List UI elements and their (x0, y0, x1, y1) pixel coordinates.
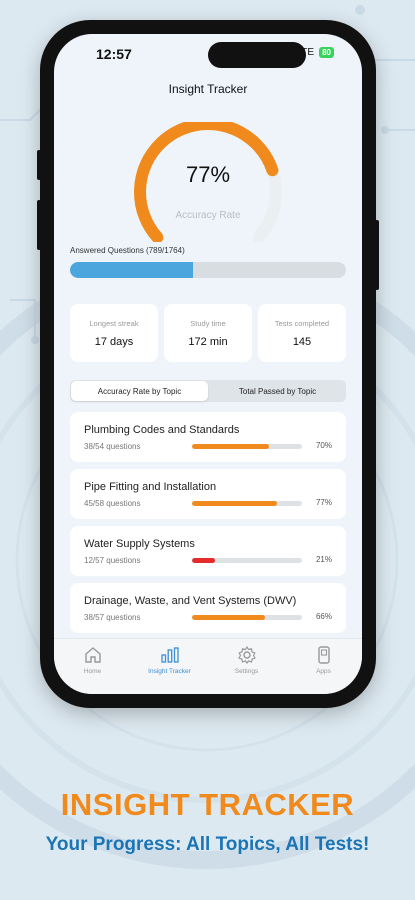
stat-card-longest-streak: Longest streak 17 days (70, 304, 158, 362)
accuracy-gauge-fill (134, 122, 282, 242)
topic-card[interactable]: Plumbing Codes and Standards 38/54 quest… (70, 412, 346, 462)
answered-progress-fill (70, 262, 194, 278)
topic-tabs: Accuracy Rate by Topic Total Passed by T… (70, 380, 346, 402)
topic-questions: 12/57 questions (84, 556, 141, 565)
topic-progress-bar (192, 615, 302, 620)
topic-progress-fill (192, 558, 216, 563)
topic-card[interactable]: Pipe Fitting and Installation 45/58 ques… (70, 469, 346, 519)
accuracy-gauge (134, 122, 282, 242)
network-type: LTE (296, 47, 315, 58)
tab-home[interactable]: Home (54, 639, 131, 694)
answered-questions-label: Answered Questions (789/1764) (70, 246, 185, 255)
stat-label: Longest streak (89, 319, 139, 328)
tab-insight-tracker[interactable]: Insight Tracker (131, 639, 208, 694)
topic-progress-bar (192, 558, 302, 563)
stat-value: 172 min (188, 336, 228, 348)
accuracy-label: Accuracy Rate (175, 210, 241, 221)
promo-subline: Your Progress: All Topics, All Tests! (45, 834, 370, 855)
stat-card-study-time: Study time 172 min (164, 304, 252, 362)
topic-percent: 77% (315, 498, 332, 507)
topic-card[interactable]: Water Supply Systems 12/57 questions 21% (70, 526, 346, 576)
signal-icon (280, 48, 292, 58)
tab-label: Settings (234, 668, 259, 675)
status-bar: 12:57 LTE 80 (54, 44, 362, 64)
status-time: 12:57 (96, 46, 132, 62)
topic-questions: 38/57 questions (84, 613, 141, 622)
stat-label: Tests completed (274, 319, 330, 328)
tab-label: Home (83, 668, 102, 675)
topic-card[interactable]: Drainage, Waste, and Vent Systems (DWV) … (70, 583, 346, 633)
stat-value: 145 (292, 336, 312, 348)
topic-percent: 70% (315, 441, 332, 450)
topic-percent: 66% (315, 612, 332, 621)
accuracy-value: 77% (185, 162, 231, 187)
tab-apps[interactable]: Apps (285, 639, 362, 694)
topic-name: Drainage, Waste, and Vent Systems (DWV) (84, 595, 297, 607)
tab-total-passed[interactable]: Total Passed by Topic (238, 386, 317, 396)
topic-progress-bar (192, 444, 302, 449)
page-title: Insight Tracker (168, 82, 248, 96)
phone-screen: 12:57 LTE 80 Insight Tracker 77% Accurac… (54, 34, 362, 694)
stat-label: Study time (190, 319, 226, 328)
gear-icon (237, 645, 256, 664)
tab-label: Insight Tracker (148, 668, 191, 675)
tab-label: Apps (316, 668, 331, 675)
bar-chart-icon (160, 647, 179, 663)
topic-progress-fill (192, 444, 269, 449)
stat-card-tests-completed: Tests completed 145 (258, 304, 346, 362)
promo-headline: INSIGHT TRACKER (60, 787, 355, 822)
tab-settings[interactable]: Settings (208, 639, 285, 694)
topic-progress-bar (192, 501, 302, 506)
topic-name: Water Supply Systems (84, 538, 195, 550)
battery-icon: 80 (319, 47, 334, 58)
stat-value: 17 days (94, 336, 134, 348)
topic-questions: 38/54 questions (84, 442, 141, 451)
topic-progress-fill (192, 501, 277, 506)
topic-progress-fill (192, 615, 265, 620)
bottom-tab-bar: Home Insight Tracker Settings Apps (54, 638, 362, 694)
tab-accuracy-rate[interactable]: Accuracy Rate by Topic (71, 381, 208, 401)
topic-name: Plumbing Codes and Standards (84, 424, 240, 436)
topic-name: Pipe Fitting and Installation (84, 481, 217, 493)
topic-questions: 45/58 questions (84, 499, 141, 508)
answered-progress-bar (70, 262, 346, 278)
topic-percent: 21% (315, 555, 332, 564)
phone-apps-icon (317, 646, 330, 664)
home-icon (84, 647, 101, 663)
